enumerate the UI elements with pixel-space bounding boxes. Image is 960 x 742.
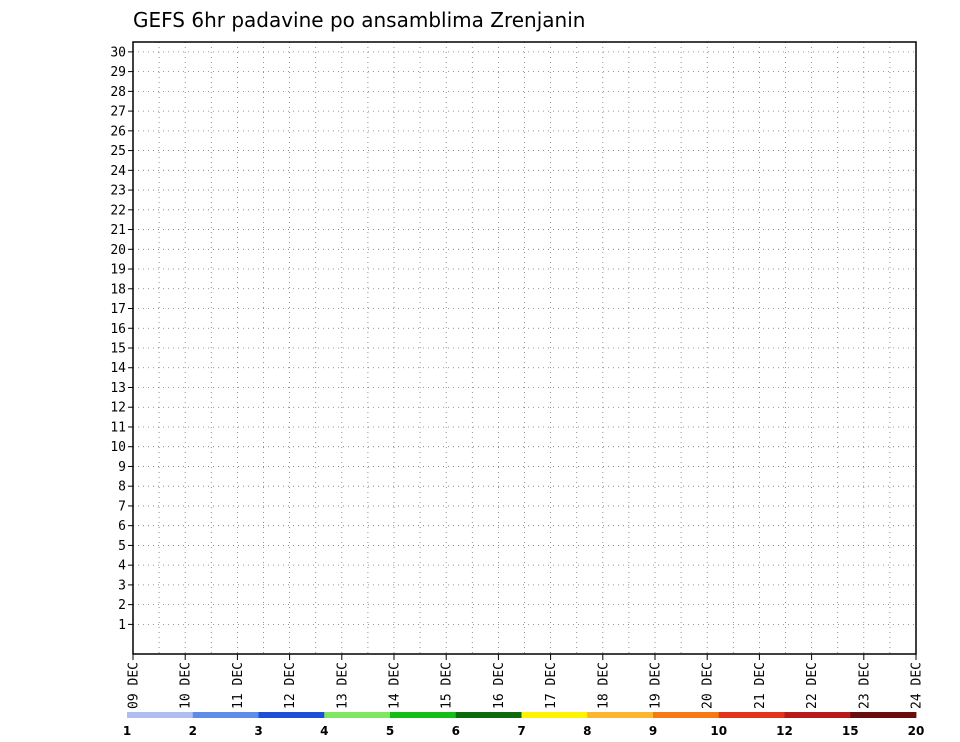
x-axis-ticks: 09 DEC 10 DEC 11 DEC 12 DEC 13 DEC 14 DEC 15 D… bbox=[127, 654, 925, 709]
colorbar-segment bbox=[455, 712, 522, 718]
colorbar-label: 9 bbox=[649, 724, 657, 738]
y-tick-label: 4 bbox=[118, 559, 126, 574]
x-tick-label: 21 DEC bbox=[753, 662, 768, 709]
x-tick-label: 13 DEC bbox=[335, 662, 350, 709]
colorbar-segment bbox=[192, 712, 259, 718]
colorbar-segment bbox=[718, 712, 785, 718]
colorbar-label: 2 bbox=[189, 724, 197, 738]
y-tick-label: 14 bbox=[110, 361, 126, 376]
colorbar-label: 15 bbox=[842, 724, 859, 738]
colorbar-label: 4 bbox=[320, 724, 328, 738]
y-tick-label: 8 bbox=[118, 480, 126, 495]
y-tick-label: 6 bbox=[118, 519, 126, 534]
y-tick-label: 9 bbox=[118, 460, 126, 475]
y-tick-label: 19 bbox=[110, 263, 126, 278]
x-tick-label: 24 DEC bbox=[910, 662, 925, 709]
colorbar-label: 5 bbox=[386, 724, 394, 738]
colorbar-segment bbox=[850, 712, 917, 718]
y-tick-label: 2 bbox=[118, 598, 126, 613]
y-tick-label: 3 bbox=[118, 578, 126, 593]
colorbar-segment bbox=[127, 712, 194, 718]
y-tick-label: 13 bbox=[110, 381, 126, 396]
colorbar-label: 1 bbox=[123, 724, 131, 738]
colorbar-label: 12 bbox=[776, 724, 793, 738]
y-tick-label: 28 bbox=[110, 85, 126, 100]
colorbar-label: 6 bbox=[452, 724, 460, 738]
x-tick-label: 19 DEC bbox=[649, 662, 664, 709]
x-tick-label: 12 DEC bbox=[283, 662, 298, 709]
x-tick-label: 22 DEC bbox=[805, 662, 820, 709]
y-tick-label: 1 bbox=[118, 618, 126, 633]
x-tick-label: 14 DEC bbox=[388, 662, 403, 709]
colorbar-segment bbox=[784, 712, 851, 718]
y-tick-label: 23 bbox=[110, 184, 126, 199]
y-tick-label: 30 bbox=[110, 45, 126, 60]
y-tick-label: 11 bbox=[110, 420, 126, 435]
y-tick-label: 21 bbox=[110, 223, 126, 238]
colorbar-segment bbox=[390, 712, 457, 718]
y-tick-label: 22 bbox=[110, 203, 126, 218]
grid-lines bbox=[133, 42, 916, 654]
y-tick-label: 24 bbox=[110, 164, 126, 179]
colorbar-label: 20 bbox=[908, 724, 925, 738]
x-tick-label: 17 DEC bbox=[544, 662, 559, 709]
colorbar-segment bbox=[653, 712, 720, 718]
y-tick-label: 16 bbox=[110, 322, 126, 337]
x-tick-label: 10 DEC bbox=[179, 662, 194, 709]
y-tick-label: 10 bbox=[110, 440, 126, 455]
colorbar-label: 8 bbox=[583, 724, 591, 738]
y-tick-label: 27 bbox=[110, 105, 126, 120]
colorbar-segment bbox=[258, 712, 325, 718]
y-tick-label: 7 bbox=[118, 499, 126, 514]
y-tick-label: 12 bbox=[110, 401, 126, 416]
x-tick-label: 18 DEC bbox=[596, 662, 611, 709]
x-tick-label: 11 DEC bbox=[231, 662, 246, 709]
x-tick-label: 23 DEC bbox=[857, 662, 872, 709]
x-tick-label: 15 DEC bbox=[440, 662, 455, 709]
colorbar-label: 3 bbox=[254, 724, 262, 738]
y-tick-label: 29 bbox=[110, 65, 126, 80]
y-tick-label: 15 bbox=[110, 342, 126, 357]
colorbar-label: 7 bbox=[517, 724, 525, 738]
y-tick-label: 26 bbox=[110, 124, 126, 139]
x-tick-label: 09 DEC bbox=[127, 662, 142, 709]
y-tick-label: 25 bbox=[110, 144, 126, 159]
colorbar: 1 2 3 4 5 6 7 8 9 10 12 15 20 bbox=[123, 712, 925, 738]
y-tick-label: 5 bbox=[118, 539, 126, 554]
y-tick-label: 17 bbox=[110, 302, 126, 317]
y-tick-label: 18 bbox=[110, 282, 126, 297]
colorbar-segment bbox=[324, 712, 391, 718]
colorbar-segment bbox=[587, 712, 654, 718]
colorbar-label: 10 bbox=[710, 724, 727, 738]
chart-title: GEFS 6hr padavine po ansamblima Zrenjani… bbox=[133, 8, 585, 32]
y-axis-ticks: 1234567891011121314151617181920212223242… bbox=[110, 45, 133, 633]
colorbar-segment bbox=[521, 712, 588, 718]
x-tick-label: 16 DEC bbox=[492, 662, 507, 709]
x-tick-label: 20 DEC bbox=[701, 662, 716, 709]
y-tick-label: 20 bbox=[110, 243, 126, 258]
